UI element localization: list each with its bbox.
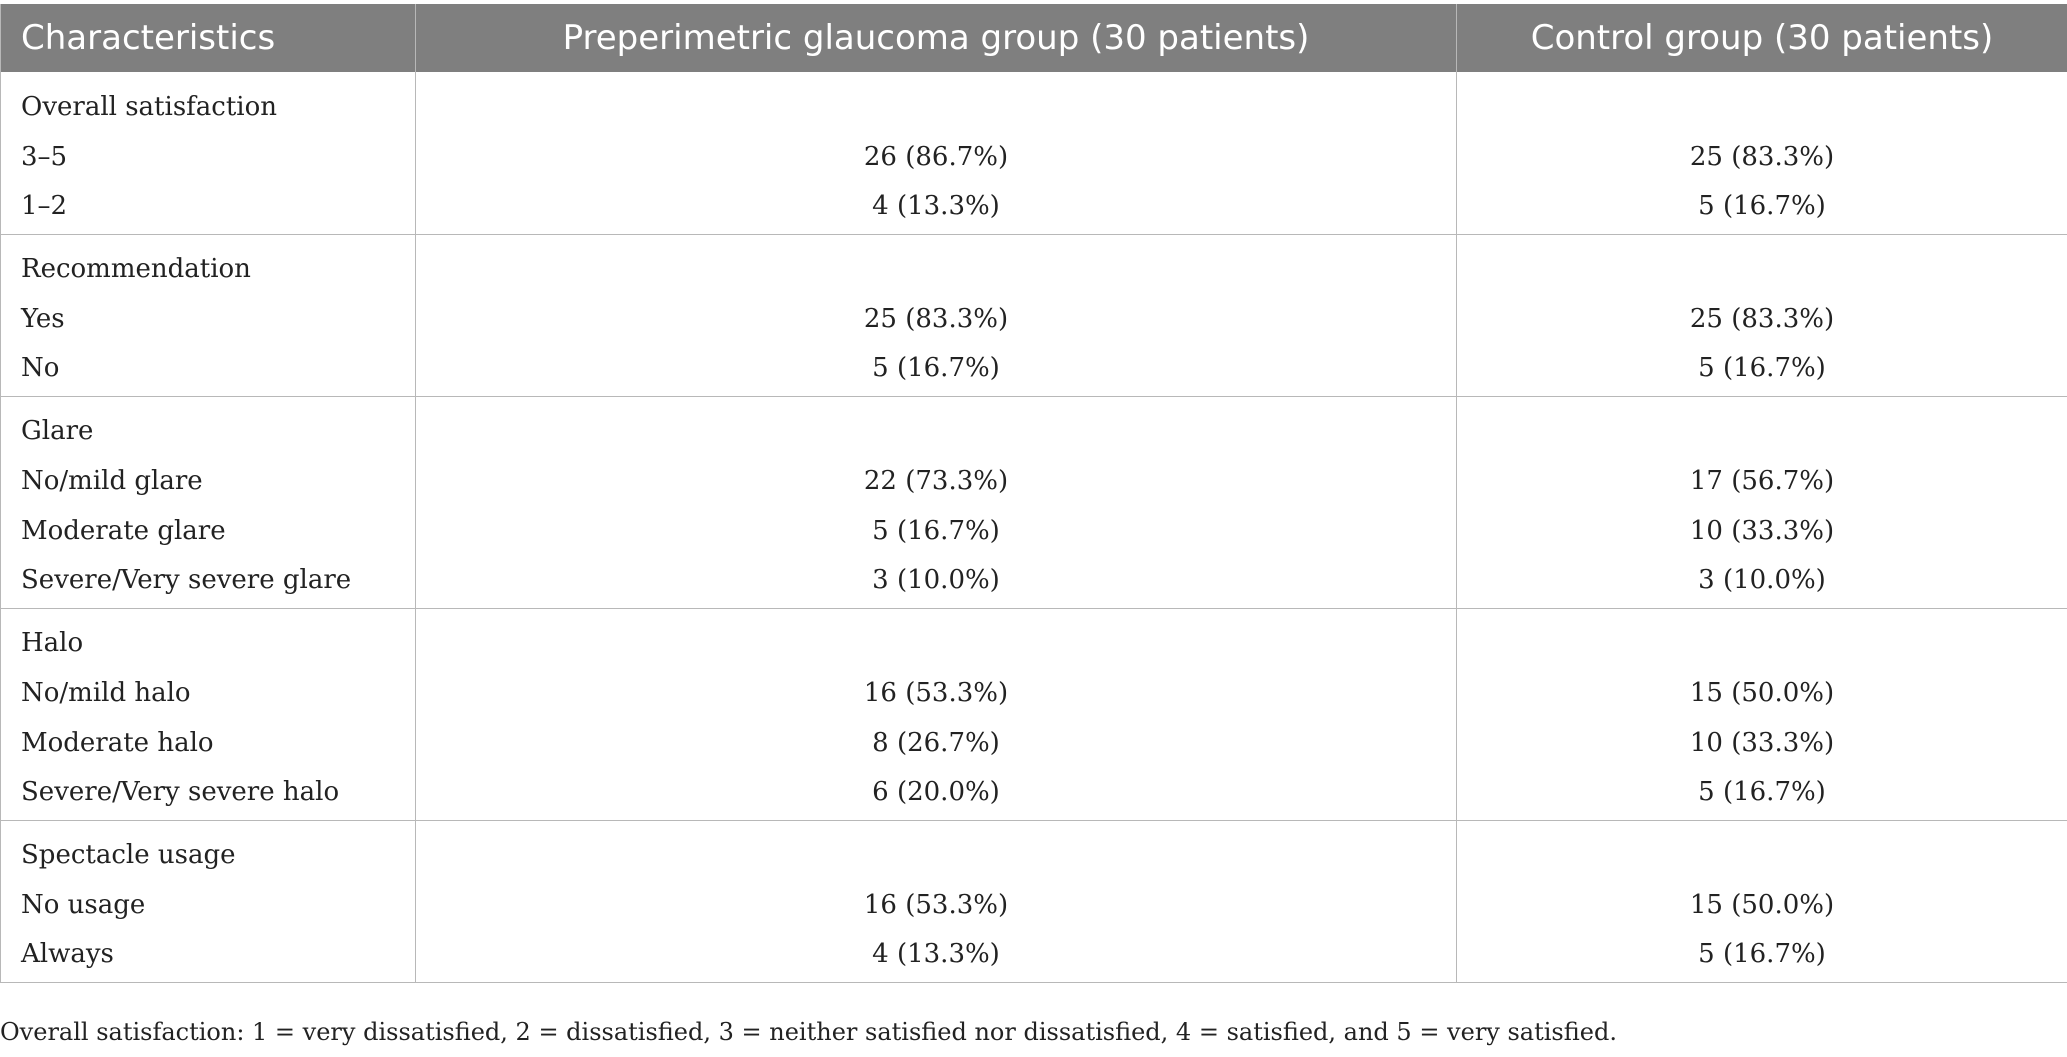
table-group: Spectacle usage No usage 16 (53.3%) 15 (50.…	[0, 820, 2067, 983]
cell-preperimetric-glaucoma: 3 (10.0%)	[415, 556, 1457, 609]
empty-cell	[415, 396, 1457, 456]
row-label: Severe/Very severe glare	[0, 556, 416, 609]
results-table: Characteristics Preperimetric glaucoma g…	[0, 4, 2067, 983]
cell-preperimetric-glaucoma: 25 (83.3%)	[415, 294, 1457, 344]
table-row: 1–2 4 (13.3%) 5 (16.7%)	[0, 182, 2067, 235]
header-control-group: Control group (30 patients)	[1456, 4, 2067, 72]
empty-cell	[415, 72, 1457, 132]
cell-control: 10 (33.3%)	[1456, 718, 2067, 768]
cell-control: 5 (16.7%)	[1456, 930, 2067, 983]
row-label: 1–2	[0, 182, 416, 235]
cell-control: 15 (50.0%)	[1456, 880, 2067, 930]
header-preperimetric-glaucoma-group: Preperimetric glaucoma group (30 patient…	[415, 4, 1457, 72]
cell-preperimetric-glaucoma: 4 (13.3%)	[415, 182, 1457, 235]
group-title-row: Spectacle usage	[0, 820, 2067, 880]
table-row: Severe/Very severe halo 6 (20.0%) 5 (16.7%…	[0, 768, 2067, 821]
group-title: Spectacle usage	[0, 820, 416, 880]
row-label: Severe/Very severe halo	[0, 768, 416, 821]
cell-control: 10 (33.3%)	[1456, 506, 2067, 556]
cell-preperimetric-glaucoma: 8 (26.7%)	[415, 718, 1457, 768]
row-label: No	[0, 344, 416, 397]
table-row: No 5 (16.7%) 5 (16.7%)	[0, 344, 2067, 397]
row-label: Yes	[0, 294, 416, 344]
group-title-row: Recommendation	[0, 234, 2067, 294]
row-label: Moderate halo	[0, 718, 416, 768]
table-header: Characteristics Preperimetric glaucoma g…	[0, 4, 2067, 72]
cell-control: 5 (16.7%)	[1456, 182, 2067, 235]
cell-preperimetric-glaucoma: 5 (16.7%)	[415, 344, 1457, 397]
cell-preperimetric-glaucoma: 16 (53.3%)	[415, 668, 1457, 718]
table-row: No/mild glare 22 (73.3%) 17 (56.7%)	[0, 456, 2067, 506]
cell-preperimetric-glaucoma: 4 (13.3%)	[415, 930, 1457, 983]
empty-cell	[1456, 234, 2067, 294]
group-title: Glare	[0, 396, 416, 456]
table-group: Halo No/mild halo 16 (53.3%) 15 (50.0%) Mode…	[0, 608, 2067, 821]
group-title: Halo	[0, 608, 416, 668]
cell-preperimetric-glaucoma: 16 (53.3%)	[415, 880, 1457, 930]
table-group: Overall satisfaction 3–5 26 (86.7%) 25 (83.…	[0, 72, 2067, 235]
table-row: Moderate halo 8 (26.7%) 10 (33.3%)	[0, 718, 2067, 768]
cell-preperimetric-glaucoma: 5 (16.7%)	[415, 506, 1457, 556]
table-row: Yes 25 (83.3%) 25 (83.3%)	[0, 294, 2067, 344]
row-label: Moderate glare	[0, 506, 416, 556]
table-row: No usage 16 (53.3%) 15 (50.0%)	[0, 880, 2067, 930]
row-label: No usage	[0, 880, 416, 930]
cell-control: 5 (16.7%)	[1456, 344, 2067, 397]
cell-preperimetric-glaucoma: 26 (86.7%)	[415, 132, 1457, 182]
table-footnote: Overall satisfaction: 1 = very dissatisf…	[0, 1018, 1617, 1046]
table-group: Recommendation Yes 25 (83.3%) 25 (83.3%) No 5…	[0, 234, 2067, 397]
cell-control: 25 (83.3%)	[1456, 294, 2067, 344]
group-title-row: Overall satisfaction	[0, 72, 2067, 132]
empty-cell	[1456, 608, 2067, 668]
header-characteristics: Characteristics	[0, 4, 416, 72]
row-label: No/mild halo	[0, 668, 416, 718]
cell-control: 3 (10.0%)	[1456, 556, 2067, 609]
group-title: Overall satisfaction	[0, 72, 416, 132]
table-row: No/mild halo 16 (53.3%) 15 (50.0%)	[0, 668, 2067, 718]
cell-control: 5 (16.7%)	[1456, 768, 2067, 821]
table-row: Severe/Very severe glare 3 (10.0%) 3 (10.0…	[0, 556, 2067, 609]
group-title-row: Halo	[0, 608, 2067, 668]
table-row: Moderate glare 5 (16.7%) 10 (33.3%)	[0, 506, 2067, 556]
table-row: Always 4 (13.3%) 5 (16.7%)	[0, 930, 2067, 983]
group-title: Recommendation	[0, 234, 416, 294]
cell-control: 15 (50.0%)	[1456, 668, 2067, 718]
cell-control: 17 (56.7%)	[1456, 456, 2067, 506]
table-row: 3–5 26 (86.7%) 25 (83.3%)	[0, 132, 2067, 182]
empty-cell	[1456, 396, 2067, 456]
row-label: Always	[0, 930, 416, 983]
cell-preperimetric-glaucoma: 22 (73.3%)	[415, 456, 1457, 506]
empty-cell	[415, 608, 1457, 668]
empty-cell	[415, 234, 1457, 294]
table-group: Glare No/mild glare 22 (73.3%) 17 (56.7%) Mo…	[0, 396, 2067, 609]
empty-cell	[1456, 72, 2067, 132]
header-row: Characteristics Preperimetric glaucoma g…	[0, 4, 2067, 72]
row-label: 3–5	[0, 132, 416, 182]
row-label: No/mild glare	[0, 456, 416, 506]
group-title-row: Glare	[0, 396, 2067, 456]
empty-cell	[415, 820, 1457, 880]
cell-preperimetric-glaucoma: 6 (20.0%)	[415, 768, 1457, 821]
empty-cell	[1456, 820, 2067, 880]
cell-control: 25 (83.3%)	[1456, 132, 2067, 182]
